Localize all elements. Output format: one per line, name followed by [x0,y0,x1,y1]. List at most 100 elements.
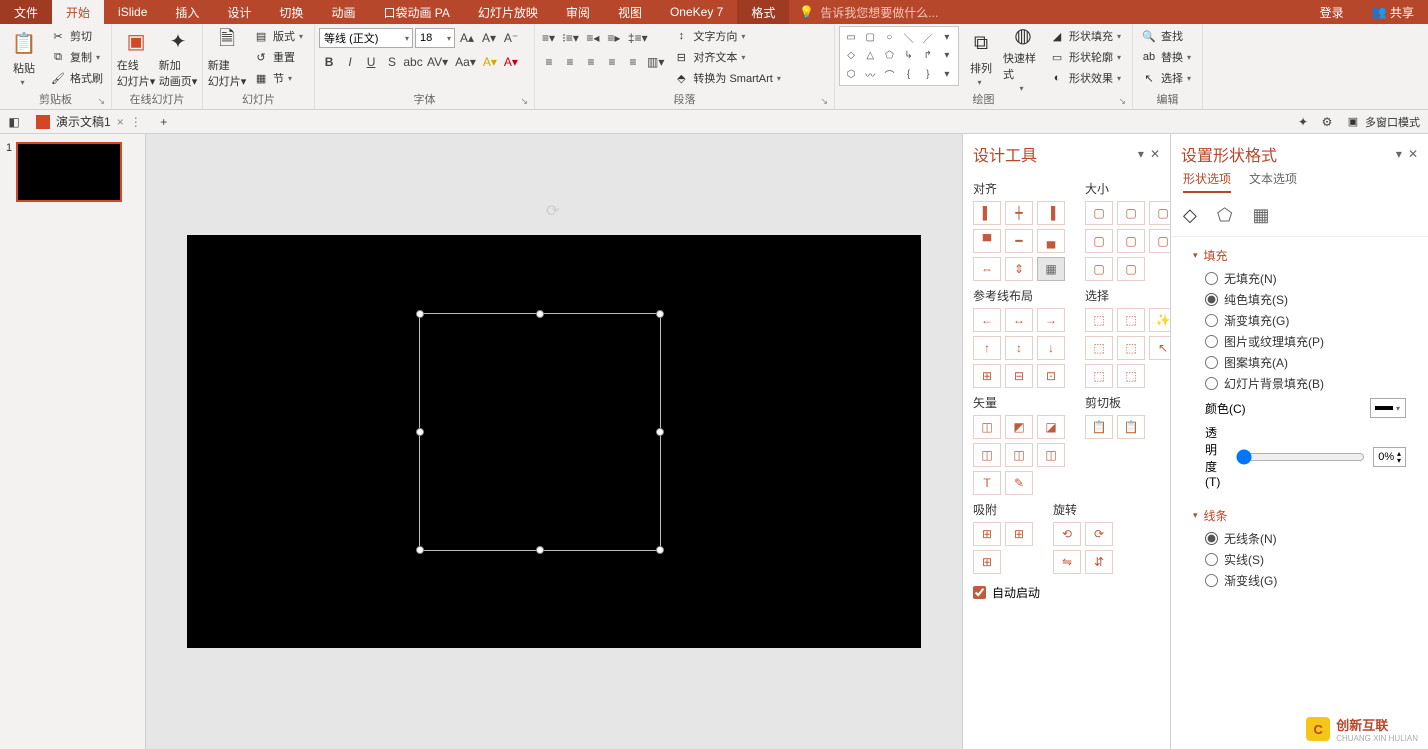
align-center-button[interactable]: ≡ [560,52,580,72]
resize-handle-bl[interactable] [416,546,424,554]
menu-onekey[interactable]: OneKey 7 [656,0,737,24]
align-right-button[interactable]: ≡ [581,52,601,72]
arrange-button[interactable]: ⧉排列▾ [961,26,1001,90]
launcher-icon[interactable]: ↘ [520,96,528,107]
select-btn-1[interactable]: ⬚ [1085,308,1113,332]
size-btn-8[interactable]: ▢ [1117,257,1145,281]
guide-btn-8[interactable]: ⊟ [1005,364,1033,388]
line-header[interactable]: ▾线条 [1193,507,1406,524]
document-tab[interactable]: 演示文稿1 × ⋮ [28,111,150,133]
decrease-indent-button[interactable]: ≡◂ [583,28,603,48]
select-btn-2[interactable]: ⬚ [1117,308,1145,332]
menu-format[interactable]: 格式 [737,0,789,24]
menu-transitions[interactable]: 切换 [265,0,317,24]
shape-effects-button[interactable]: ◐形状效果▾ [1045,68,1128,88]
no-fill-radio[interactable]: 无填充(N) [1205,270,1406,287]
vector-btn-4[interactable]: ◫ [973,443,1001,467]
panel-dropdown-button[interactable]: ▾ [1396,147,1402,161]
resize-handle-tl[interactable] [416,310,424,318]
reset-button[interactable]: ↺重置 [249,47,310,67]
gradient-fill-radio[interactable]: 渐变填充(G) [1205,312,1406,329]
pattern-fill-radio[interactable]: 图案填充(A) [1205,354,1406,371]
tell-me-search[interactable]: 💡告诉我您想要做什么... [789,0,938,24]
align-grid-btn[interactable]: ▦ [1037,257,1065,281]
cut-button[interactable]: ✂剪切 [46,26,107,46]
gradient-line-radio[interactable]: 渐变线(G) [1205,572,1406,589]
align-center-h-btn[interactable]: ┿ [1005,201,1033,225]
italic-button[interactable]: I [340,52,360,72]
bold-button[interactable]: B [319,52,339,72]
strike-button[interactable]: S [382,52,402,72]
text-direction-button[interactable]: ↕文字方向▾ [669,26,787,46]
shape-fill-button[interactable]: ◢形状填充▾ [1045,26,1128,46]
guide-btn-4[interactable]: ↑ [973,336,1001,360]
fill-header[interactable]: ▾填充 [1193,247,1406,264]
quick-styles-button[interactable]: ◍快速样式▾ [1003,26,1043,90]
align-top-btn[interactable]: ▀ [973,229,1001,253]
new-slide-button[interactable]: 🗎新建幻灯片▾ [207,26,247,90]
distribute-button[interactable]: ≡ [623,52,643,72]
flip-v-btn[interactable]: ⇵ [1085,550,1113,574]
font-color-button[interactable]: A▾ [501,52,521,72]
distribute-v-btn[interactable]: ⇕ [1005,257,1033,281]
solid-fill-radio[interactable]: 纯色填充(S) [1205,291,1406,308]
align-middle-btn[interactable]: ━ [1005,229,1033,253]
tab-shape-options[interactable]: 形状选项 [1183,170,1231,193]
fill-line-category-icon[interactable]: ◇ [1183,205,1197,226]
change-case-button[interactable]: Aa▾ [452,52,479,72]
font-size-select[interactable]: 18▾ [415,28,455,48]
slide-thumbnail-1[interactable]: 1 [6,142,139,202]
menu-view[interactable]: 视图 [604,0,656,24]
highlight-button[interactable]: A▾ [480,52,500,72]
resize-handle-bm[interactable] [536,546,544,554]
launcher-icon[interactable]: ↘ [1119,96,1127,107]
align-right-btn[interactable]: ▐ [1037,201,1065,225]
decrease-font-button[interactable]: A▾ [479,28,499,48]
vector-btn-7[interactable]: T [973,471,1001,495]
snap-btn-1[interactable]: ⊞ [973,522,1001,546]
guide-btn-7[interactable]: ⊞ [973,364,1001,388]
transparency-slider[interactable] [1236,449,1365,465]
new-tab-button[interactable]: + [154,112,174,132]
menu-pocket-anim[interactable]: 口袋动画 PA [369,0,463,24]
underline-button[interactable]: U [361,52,381,72]
settings-icon[interactable]: ⚙ [1317,112,1337,132]
increase-indent-button[interactable]: ≡▸ [604,28,624,48]
panel-close-button[interactable]: ✕ [1150,147,1160,161]
select-btn-8[interactable]: ⬚ [1117,364,1145,388]
shadow-button[interactable]: abc [403,52,423,72]
toolbar-icon-1[interactable]: ✦ [1293,112,1313,132]
vector-btn-5[interactable]: ◫ [1005,443,1033,467]
login-button[interactable]: 登录 [1306,0,1358,24]
size-btn-1[interactable]: ▢ [1085,201,1113,225]
size-btn-4[interactable]: ▢ [1085,229,1113,253]
vector-btn-6[interactable]: ◫ [1037,443,1065,467]
menu-insert[interactable]: 插入 [161,0,213,24]
select-button[interactable]: ↖选择▾ [1137,68,1198,88]
menu-animations[interactable]: 动画 [317,0,369,24]
rotate-btn-1[interactable]: ⟲ [1053,522,1081,546]
size-btn-2[interactable]: ▢ [1117,201,1145,225]
clip-btn-2[interactable]: 📋 [1117,415,1145,439]
snap-btn-2[interactable]: ⊞ [1005,522,1033,546]
menu-islide[interactable]: iSlide [104,0,161,24]
convert-smartart-button[interactable]: ⬘转换为 SmartArt▾ [669,68,787,88]
resize-handle-br[interactable] [656,546,664,554]
effects-category-icon[interactable]: ⬠ [1217,205,1233,226]
multi-window-button[interactable]: ▣多窗口模式 [1341,112,1424,132]
share-button[interactable]: 👥 共享 [1358,0,1428,24]
slide-bg-fill-radio[interactable]: 幻灯片背景填充(B) [1205,375,1406,392]
select-btn-4[interactable]: ⬚ [1085,336,1113,360]
align-left-btn[interactable]: ▌ [973,201,1001,225]
guide-btn-9[interactable]: ⊡ [1037,364,1065,388]
online-slides-button[interactable]: ▣在线幻灯片▾ [116,26,156,90]
panel-dropdown-button[interactable]: ▾ [1138,147,1144,161]
menu-file[interactable]: 文件 [0,0,52,24]
solid-line-radio[interactable]: 实线(S) [1205,551,1406,568]
paste-button[interactable]: 📋粘贴▾ [4,26,44,90]
char-spacing-button[interactable]: AV▾ [424,52,451,72]
font-name-select[interactable]: 等线 (正文)▾ [319,28,413,48]
format-painter-button[interactable]: 🖌格式刷 [46,68,107,88]
size-btn-3[interactable]: ▢ [1149,201,1170,225]
guide-btn-2[interactable]: ↔ [1005,308,1033,332]
